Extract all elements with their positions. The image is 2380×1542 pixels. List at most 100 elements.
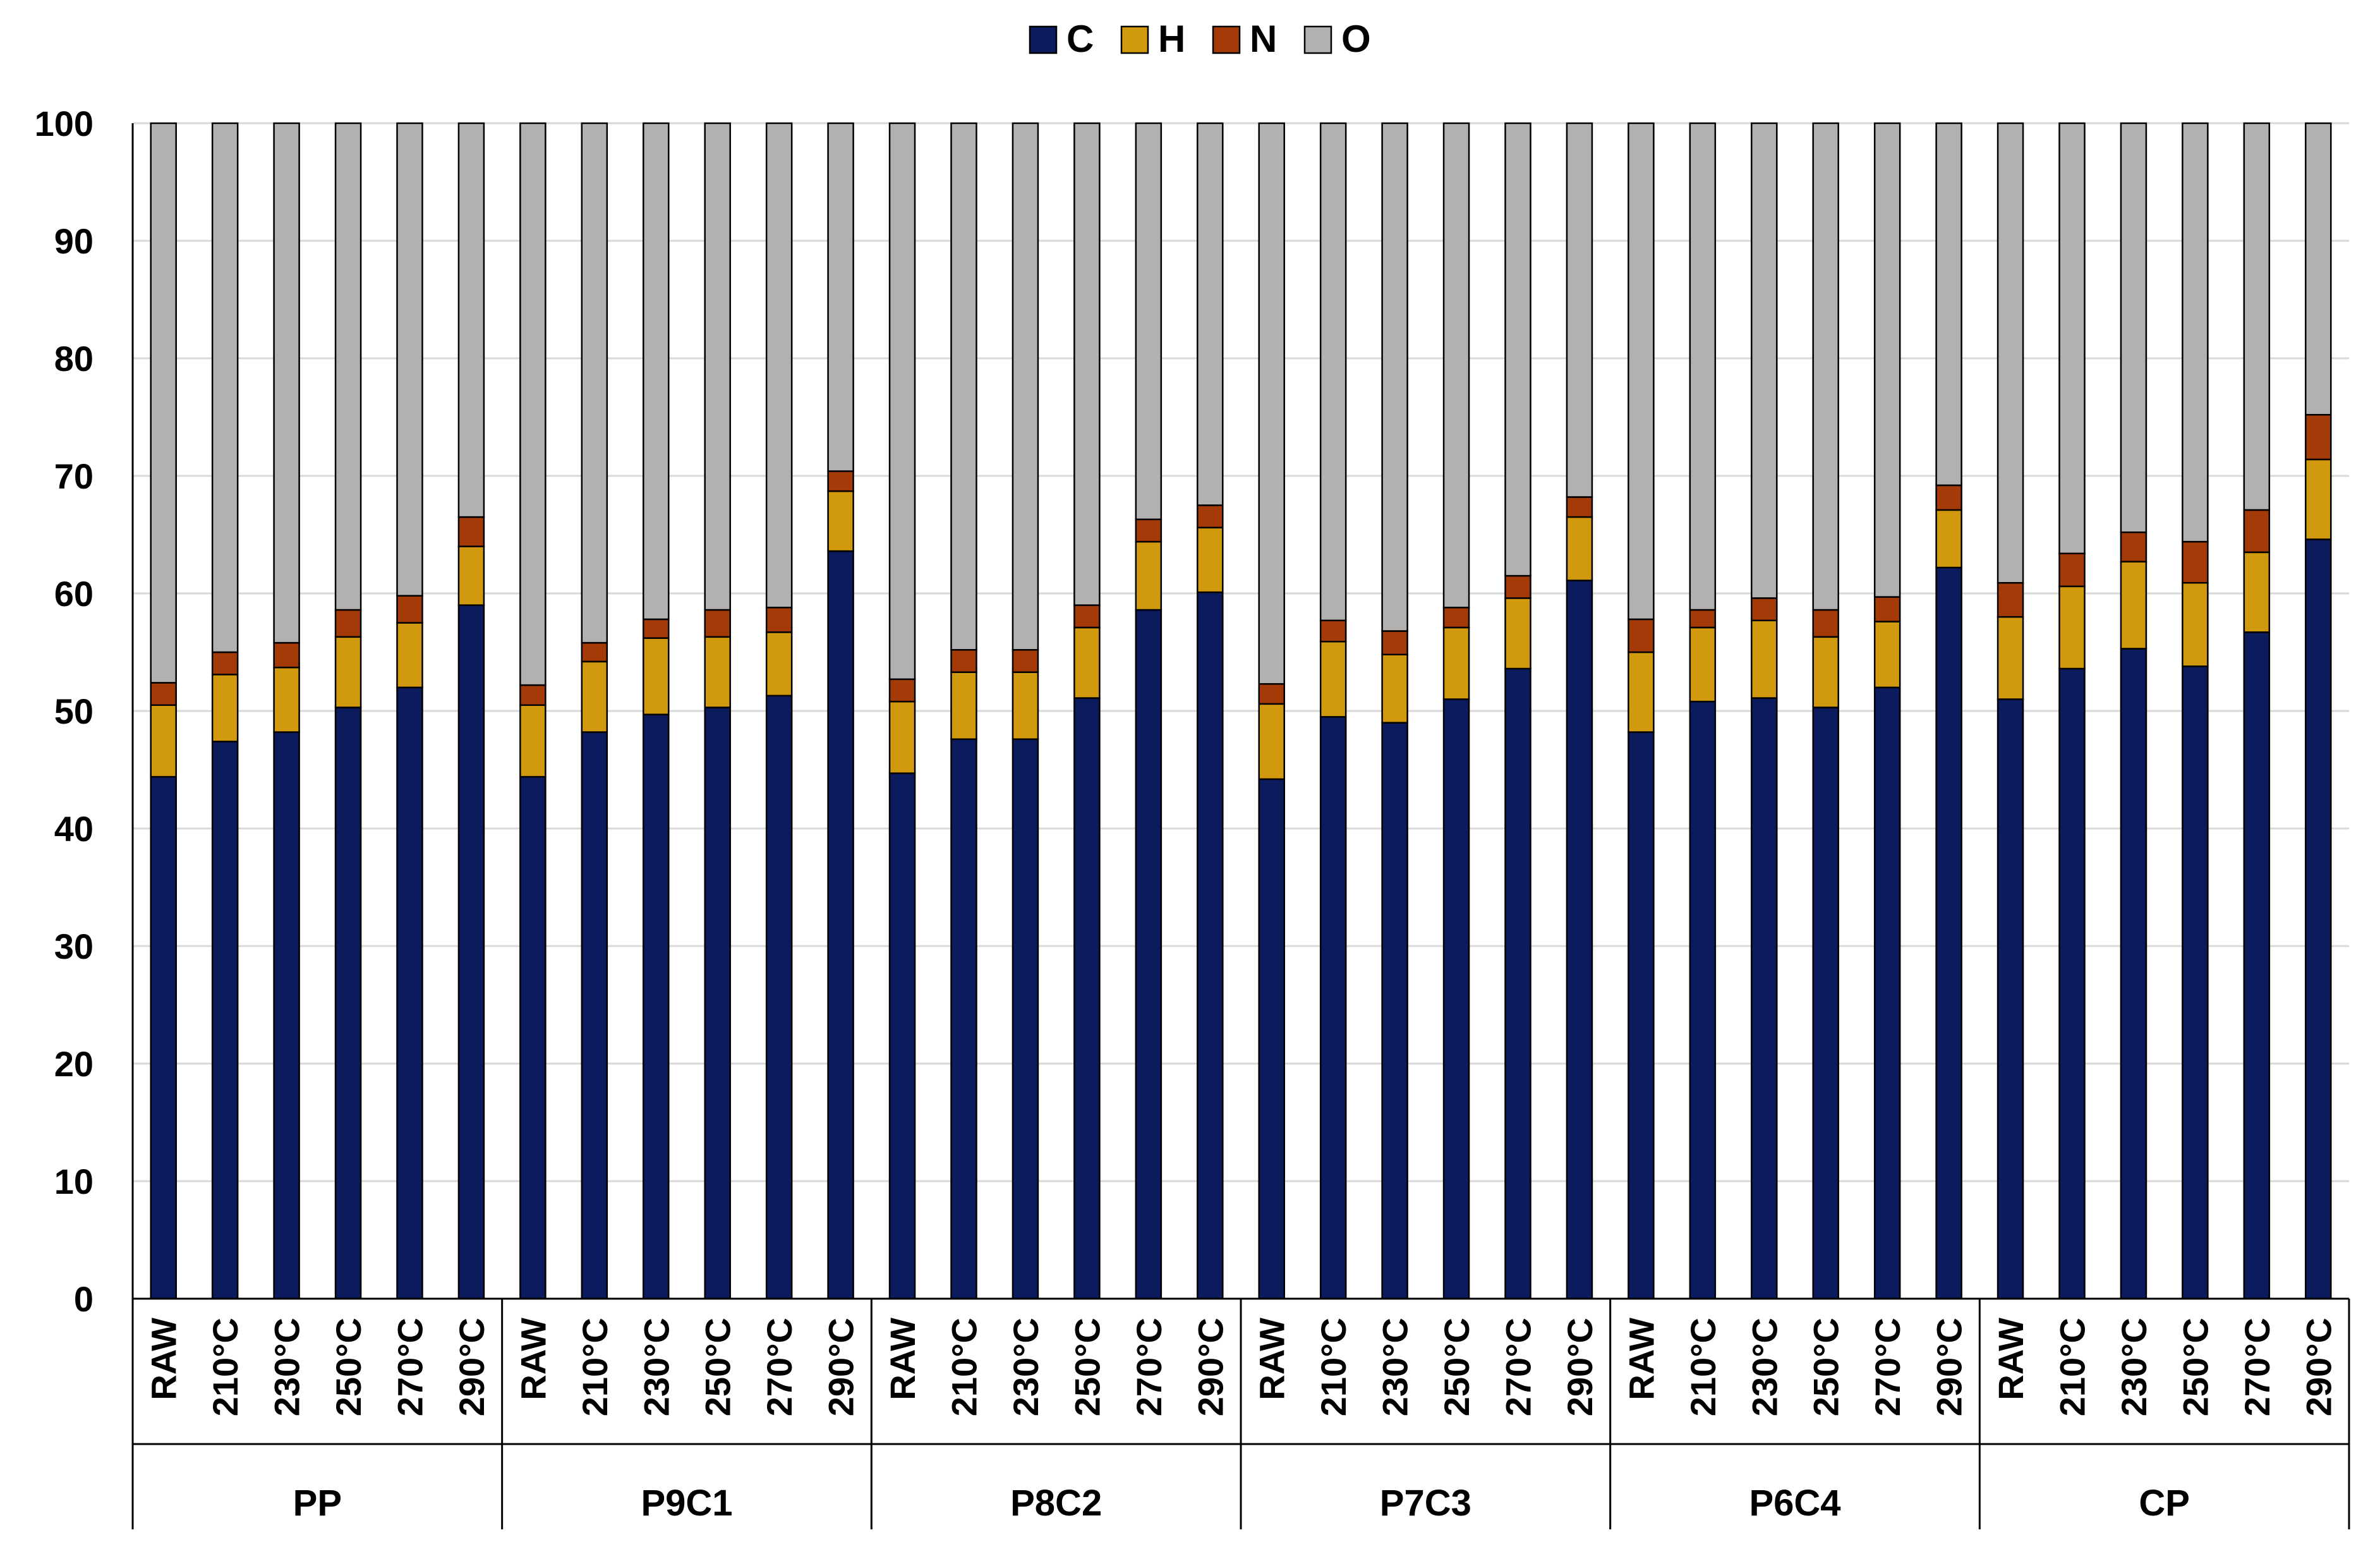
bar-segment-O [1319,122,1347,622]
x-tick-label: 290°C [2298,1318,2338,1416]
bar-segment-H [2058,585,2086,670]
x-tick-label: RAW [144,1318,184,1400]
bar-segment-H [2182,582,2209,667]
bar-segment-C [643,713,670,1300]
x-axis-tick-labels: RAW 210°C 230°C 250°C 270°C 290°C RAW 210°C 230°… [144,1318,2339,1416]
bar-segment-C [827,550,854,1300]
bar-segment-O [643,122,670,621]
bar-segment-N [581,641,608,663]
y-tick-label: 30 [54,926,94,966]
bar-segment-O [519,122,547,686]
bar-segment-H [765,631,793,697]
y-tick-label: 0 [74,1279,94,1319]
x-tick-label: 290°C [821,1318,861,1416]
y-axis-tick-labels: 0 10 20 30 40 50 60 70 80 90 100 [35,104,94,1319]
bar-segment-C [1566,580,1593,1300]
bar-segment-C [2120,648,2147,1300]
bar-segment-C [704,707,731,1300]
bar-segment-C [1812,707,1839,1300]
bar-segment-C [2305,538,2332,1300]
group-label: P9C1 [641,1483,732,1524]
bar-segment-C [1628,731,1655,1300]
bar-segment-N [1935,484,1962,511]
bar-segment-H [2243,551,2271,633]
bar-segment-C [1073,697,1101,1300]
bar-segment-N [950,649,977,673]
bar-segment-C [1689,700,1717,1300]
x-tick-label: 210°C [1683,1318,1723,1416]
bar-segment-O [1935,122,1962,487]
bar-segment-N [1812,609,1839,638]
bar-segment-C [1319,716,1347,1300]
bar-segment-H [273,666,300,733]
bar-segment-H [704,636,731,708]
bar-segment-O [2120,122,2147,533]
y-tick-label: 50 [54,691,94,731]
bar-segment-C [1935,566,1962,1300]
x-tick-label: 210°C [945,1318,984,1416]
bar-segment-H [1442,626,1470,700]
bar-segment-C [273,731,300,1300]
bar-segment-N [765,607,793,633]
bar-segment-H [1812,636,1839,708]
y-tick-label: 60 [54,574,94,614]
bar-segment-H [519,704,547,778]
bar-segment-H [396,622,423,689]
bar-segment-N [1873,596,1901,622]
bar-segment-O [2305,122,2332,416]
bar-segment-H [1319,641,1347,718]
bar-segment-C [334,707,362,1300]
group-label: P7C3 [1380,1483,1471,1524]
bar-segment-C [888,772,916,1300]
bar-segment-H [1628,651,1655,733]
x-tick-label: 290°C [1560,1318,1600,1416]
x-tick-label: 210°C [1314,1318,1353,1416]
x-tick-label: 230°C [2114,1318,2154,1416]
bar-segment-H [457,545,485,606]
x-tick-label: 250°C [1437,1318,1477,1416]
y-tick-label: 100 [35,104,94,143]
bar-segment-C [1442,698,1470,1300]
bar-segment-N [273,641,300,669]
axes [131,123,2350,1529]
bar-segment-H [1381,653,1408,724]
y-tick-label: 90 [54,221,94,261]
bar-segment-C [1197,591,1224,1300]
x-tick-label: 250°C [2175,1318,2215,1416]
x-tick-label: 230°C [1006,1318,1046,1416]
bar-segment-O [1197,122,1224,506]
legend-label-C: C [1066,18,1094,60]
bar-segment-N [1996,582,2024,618]
bar-segment-H [1073,626,1101,699]
bar-segment-N [1012,649,1039,673]
bar-segment-N [704,609,731,638]
bar-segment-H [1258,703,1285,780]
bar-segment-O [1628,122,1655,621]
bar-segment-O [1073,122,1101,606]
bar-segment-O [581,122,608,644]
bar-segment-N [1566,496,1593,518]
bar-segment-H [888,700,916,774]
x-tick-label: 230°C [636,1318,676,1416]
x-tick-label: 290°C [1930,1318,1969,1416]
bar-segment-N [150,682,177,706]
bar-segment-O [704,122,731,611]
x-tick-label: 230°C [1375,1318,1415,1416]
y-tick-label: 10 [54,1162,94,1201]
bar-segment-H [2120,561,2147,650]
bar-segment-O [1442,122,1470,609]
bar-segment-N [1197,504,1224,529]
bar-segment-H [1873,621,1901,689]
x-tick-label: 250°C [1806,1318,1846,1416]
y-tick-label: 20 [54,1044,94,1084]
bar-segment-N [457,516,485,547]
bar-segment-O [211,122,239,653]
bar-segment-N [2120,531,2147,563]
bar-segment-C [950,738,977,1300]
bar-segment-C [150,775,177,1300]
bar-segment-O [1012,122,1039,651]
legend-label-O: O [1341,18,1371,60]
x-tick-label: 250°C [329,1318,368,1416]
x-tick-label: 270°C [1868,1318,1907,1416]
bar-segment-O [1812,122,1839,611]
